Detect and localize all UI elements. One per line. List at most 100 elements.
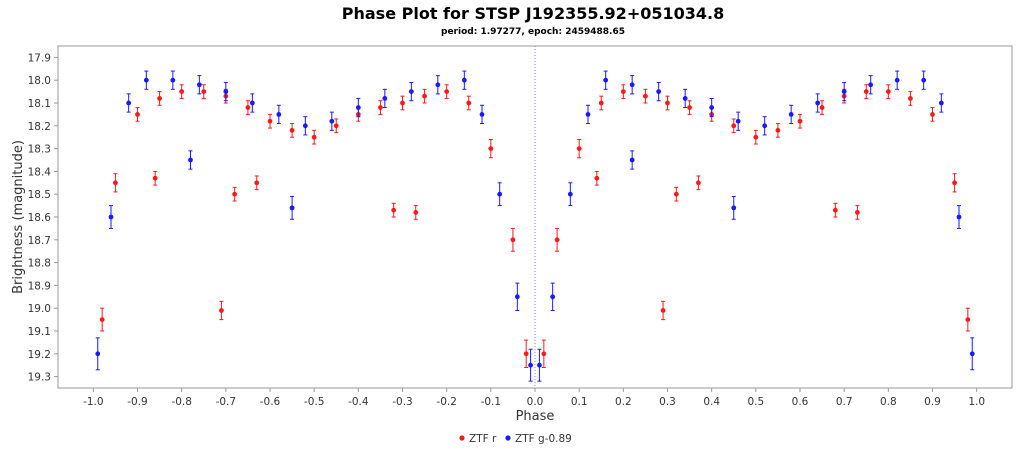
data-point [302, 123, 308, 129]
data-point [885, 89, 891, 94]
data-point [775, 127, 781, 133]
data-point [709, 105, 715, 110]
data-point [952, 180, 957, 186]
data-point [488, 146, 494, 152]
data-point [682, 96, 688, 101]
data-point [461, 77, 467, 83]
x-tick-label: 0.6 [792, 396, 809, 408]
x-tick-label: 1.0 [968, 396, 985, 408]
data-point [554, 237, 560, 243]
data-point [665, 100, 670, 106]
y-tick-label: 19.3 [28, 372, 51, 384]
data-point [541, 351, 547, 357]
data-point [170, 77, 176, 83]
y-tick-label: 19.1 [28, 326, 51, 338]
x-tick-label: -0.4 [348, 396, 369, 408]
data-point [126, 100, 132, 106]
data-point [762, 123, 768, 129]
data-point [219, 308, 224, 313]
data-point [603, 77, 609, 83]
x-tick-label: 0.2 [615, 396, 632, 408]
x-tick-label: -0.6 [260, 396, 281, 408]
data-point [422, 93, 427, 99]
data-point [731, 205, 737, 211]
x-tick-label: -0.7 [216, 396, 237, 408]
data-point [735, 118, 741, 124]
y-tick-label: 18.2 [28, 121, 51, 133]
x-tick-label: -0.8 [171, 396, 192, 408]
data-point [598, 100, 604, 106]
data-point [479, 112, 485, 117]
data-point [514, 294, 520, 300]
data-point [537, 362, 542, 368]
y-tick-label: 18.8 [28, 258, 51, 270]
data-point [841, 89, 847, 94]
data-point [188, 157, 193, 163]
data-point [201, 89, 207, 94]
data-point [408, 89, 414, 94]
y-axis-ticks: 17.9 18.0 18.1 18.2 18.3 18.4 18.5 18.6 18.7 18.8… [28, 52, 58, 384]
x-axis-ticks: -1.0 -0.9 -0.8 -0.7 -0.6 -0.5 -0.4 -0.3 -0.2 -0.1… [83, 388, 985, 408]
data-point [311, 134, 317, 140]
data-point [908, 96, 913, 101]
data-point [656, 89, 662, 94]
x-tick-label: -0.9 [127, 396, 148, 408]
x-axis-label: Phase [516, 409, 555, 424]
data-point [108, 214, 114, 220]
data-point [629, 157, 635, 163]
data-point [232, 191, 238, 197]
data-point [797, 118, 803, 124]
y-tick-label: 19.0 [28, 303, 51, 315]
data-point [620, 89, 626, 94]
y-tick-label: 17.9 [28, 52, 51, 64]
data-point [815, 100, 821, 106]
data-point [400, 100, 405, 106]
data-point [289, 205, 295, 211]
data-point [466, 100, 472, 106]
y-tick-label: 18.9 [28, 280, 51, 292]
data-point [276, 112, 282, 117]
data-point [157, 96, 162, 101]
data-point [643, 93, 648, 99]
data-point [687, 105, 692, 110]
data-point [95, 351, 101, 357]
x-tick-label: 0.4 [703, 396, 720, 408]
data-point [930, 112, 935, 117]
data-point [673, 191, 679, 197]
data-point [510, 237, 516, 243]
y-tick-label: 19.2 [28, 349, 51, 361]
data-point [391, 207, 397, 213]
data-point [378, 105, 383, 110]
data-point [382, 96, 388, 101]
data-point [660, 308, 666, 313]
data-point [819, 105, 825, 110]
x-tick-label: 0.0 [527, 396, 544, 408]
data-point [267, 118, 273, 124]
x-tick-label: -0.3 [392, 396, 413, 408]
legend-marker-ztf-g [505, 435, 511, 441]
data-point [179, 89, 185, 94]
data-point [135, 112, 140, 117]
data-point [863, 89, 869, 94]
y-tick-label: 18.5 [28, 189, 51, 201]
x-tick-label: 0.3 [659, 396, 676, 408]
data-point [152, 175, 158, 181]
y-tick-label: 18.0 [28, 75, 51, 87]
data-point [585, 112, 591, 117]
data-point [413, 210, 419, 215]
x-tick-label: -0.5 [304, 396, 325, 408]
data-point [594, 175, 600, 181]
data-point [788, 112, 794, 117]
data-point [855, 210, 860, 215]
data-point [435, 82, 441, 88]
data-point [868, 82, 874, 88]
data-point [245, 105, 251, 110]
x-tick-label: -0.2 [436, 396, 457, 408]
x-tick-label: -1.0 [83, 396, 104, 408]
data-point [355, 105, 361, 110]
chart-subtitle: period: 1.97277, epoch: 2459488.65 [441, 27, 625, 37]
x-tick-label: 0.5 [747, 396, 764, 408]
x-tick-label: 0.1 [571, 396, 588, 408]
legend-marker-ztf-r [459, 435, 465, 441]
